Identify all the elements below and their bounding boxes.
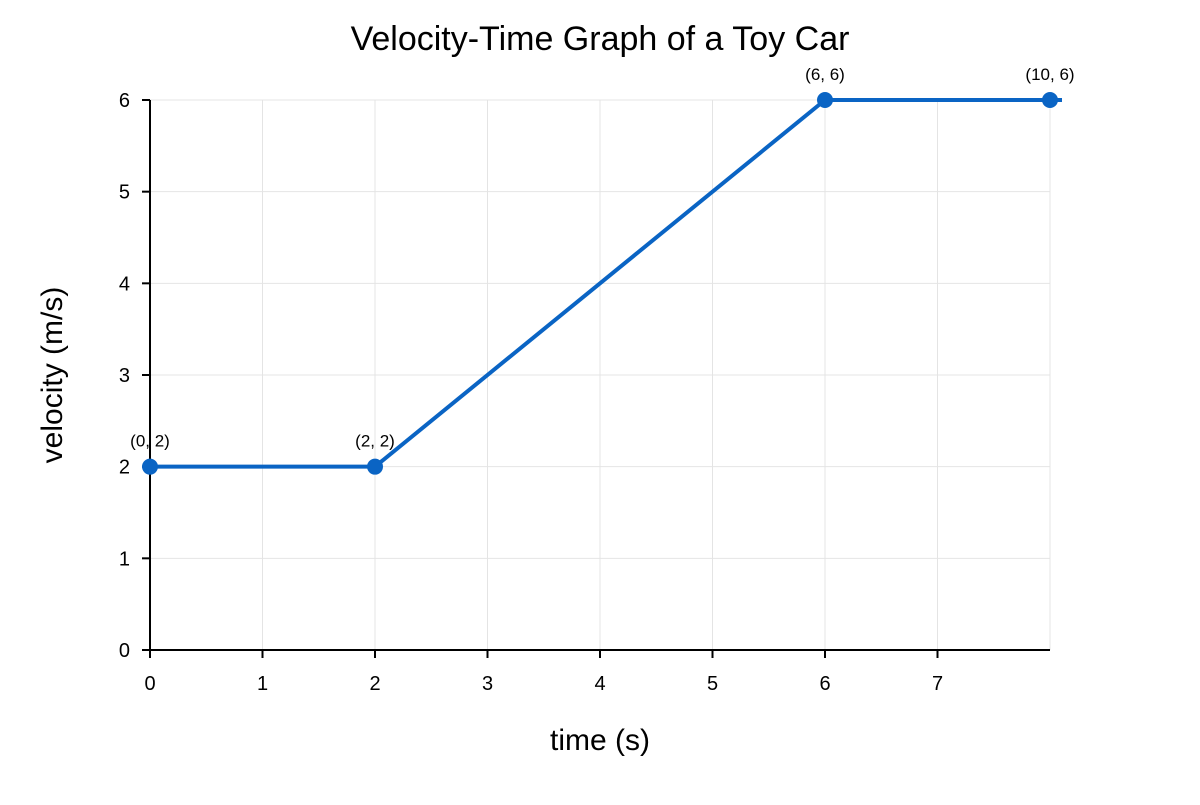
y-axis-title: velocity (m/s) <box>36 287 69 464</box>
data-point <box>142 458 158 475</box>
y-tick-label: 4 <box>119 273 130 295</box>
y-tick-label: 2 <box>119 457 130 479</box>
x-tick-label: 0 <box>144 673 155 695</box>
data-label: (6, 6) <box>805 65 845 84</box>
data-label: (0, 2) <box>130 432 170 451</box>
data-point <box>817 92 833 108</box>
x-tick-label: 7 <box>932 673 943 695</box>
data-series <box>142 92 1062 475</box>
x-tick-label: 6 <box>819 673 830 695</box>
y-tick-label: 5 <box>119 182 130 204</box>
x-tick-label: 5 <box>707 673 718 695</box>
x-tick-label: 1 <box>257 673 268 695</box>
x-tick-label: 4 <box>594 673 605 695</box>
y-tick-label: 0 <box>119 640 130 662</box>
x-tick-label: 3 <box>482 673 493 695</box>
x-axis-title: time (s) <box>550 724 650 757</box>
data-point <box>367 458 383 475</box>
y-tick-label: 1 <box>119 548 130 570</box>
point-labels: (0, 2) (2, 2) (6, 6) (10, 6) <box>130 65 1074 451</box>
data-label: (10, 6) <box>1025 65 1074 84</box>
grid <box>149 99 1051 651</box>
data-label: (2, 2) <box>355 432 395 451</box>
chart-title: Velocity-Time Graph of a Toy Car <box>351 20 850 58</box>
x-tick-label: 2 <box>369 673 380 695</box>
ticks: 0 1 2 3 4 5 6 7 0 1 2 3 4 5 6 <box>119 90 943 695</box>
y-tick-label: 3 <box>119 365 130 387</box>
y-tick-label: 6 <box>119 90 130 112</box>
data-point <box>1042 92 1058 108</box>
